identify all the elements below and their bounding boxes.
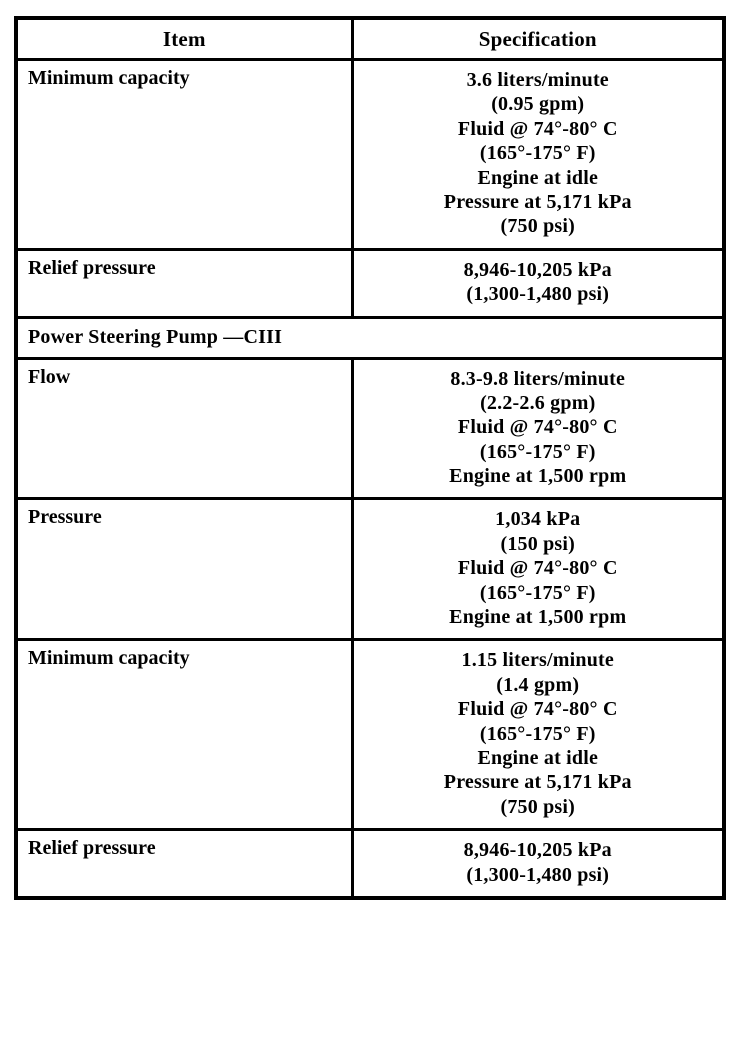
spec-cell: 1,034 kPa (150 psi) Fluid @ 74°-80° C (165°…	[350, 497, 726, 642]
spec-line: Pressure at 5,171 kPa	[443, 771, 632, 794]
spec-line: (1,300-1,480 psi)	[466, 283, 610, 306]
table-row: Pressure 1,034 kPa (150 psi) Fluid @ 74°-80…	[14, 497, 726, 642]
spec-cell: 8,946-10,205 kPa (1,300-1,480 psi)	[350, 247, 726, 319]
spec-line: Fluid @ 74°-80° C	[457, 698, 618, 721]
spec-line: Engine at 1,500 rpm	[449, 465, 627, 488]
table-row: Relief pressure 8,946-10,205 kPa (1,300-1,…	[14, 247, 726, 319]
header-item: Item	[14, 16, 354, 61]
spec-line: (0.95 gpm)	[491, 93, 585, 116]
spec-cell: 8.3-9.8 liters/minute (2.2-2.6 gpm) Fluid …	[350, 356, 726, 501]
item-cell: Minimum capacity	[14, 638, 354, 832]
spec-line: Pressure at 5,171 kPa	[443, 190, 632, 213]
spec-line: Engine at idle	[477, 166, 599, 189]
spec-line: Fluid @ 74°-80° C	[457, 117, 618, 140]
spec-line: (150 psi)	[500, 532, 576, 555]
spec-line: 8,946-10,205 kPa	[463, 839, 612, 862]
table-row: Relief pressure 8,946-10,205 kPa (1,300-1,…	[14, 828, 726, 900]
item-cell: Relief pressure	[14, 247, 354, 319]
item-cell: Minimum capacity	[14, 58, 354, 251]
spec-line: 1,034 kPa	[495, 508, 581, 531]
spec-line: (165°-175° F)	[479, 440, 596, 463]
spec-line: Engine at idle	[477, 746, 599, 769]
spec-line: (750 psi)	[500, 215, 576, 238]
spec-line: (1.4 gpm)	[496, 673, 580, 696]
section-row: Power Steering Pump —CIII	[14, 315, 726, 360]
spec-line: (1,300-1,480 psi)	[466, 863, 610, 886]
spec-cell: 8,946-10,205 kPa (1,300-1,480 psi)	[350, 828, 726, 900]
item-cell: Flow	[14, 356, 354, 501]
spec-line: 8.3-9.8 liters/minute	[450, 367, 626, 390]
specification-table: Item Specification Minimum capacity 3.6 l…	[14, 16, 726, 900]
spec-line: 8,946-10,205 kPa	[463, 258, 612, 281]
table-body: Minimum capacity 3.6 liters/minute (0.95 g…	[14, 58, 726, 900]
header-row: Item Specification	[14, 16, 726, 61]
spec-line: (2.2-2.6 gpm)	[480, 391, 596, 414]
section-header-cell: Power Steering Pump —CIII	[14, 315, 726, 360]
header-specification: Specification	[350, 16, 726, 61]
spec-line: (750 psi)	[500, 795, 576, 818]
table-row: Minimum capacity 3.6 liters/minute (0.95 g…	[14, 58, 726, 251]
item-cell: Relief pressure	[14, 828, 354, 900]
spec-line: (165°-175° F)	[479, 142, 596, 165]
spec-line: Engine at 1,500 rpm	[449, 606, 627, 629]
spec-line: Fluid @ 74°-80° C	[457, 557, 618, 580]
spec-line: (165°-175° F)	[479, 581, 596, 604]
spec-cell: 3.6 liters/minute (0.95 gpm) Fluid @ 74°-8…	[350, 58, 726, 251]
item-cell: Pressure	[14, 497, 354, 642]
spec-cell: 1.15 liters/minute (1.4 gpm) Fluid @ 74°-8…	[350, 638, 726, 832]
table-row: Minimum capacity 1.15 liters/minute (1.4 g…	[14, 638, 726, 832]
spec-line: 1.15 liters/minute	[461, 649, 614, 672]
spec-line: (165°-175° F)	[479, 722, 596, 745]
spec-line: Fluid @ 74°-80° C	[457, 416, 618, 439]
spec-line: 3.6 liters/minute	[466, 69, 609, 91]
table-row: Flow 8.3-9.8 liters/minute (2.2-2.6 gpm) Fl…	[14, 356, 726, 501]
